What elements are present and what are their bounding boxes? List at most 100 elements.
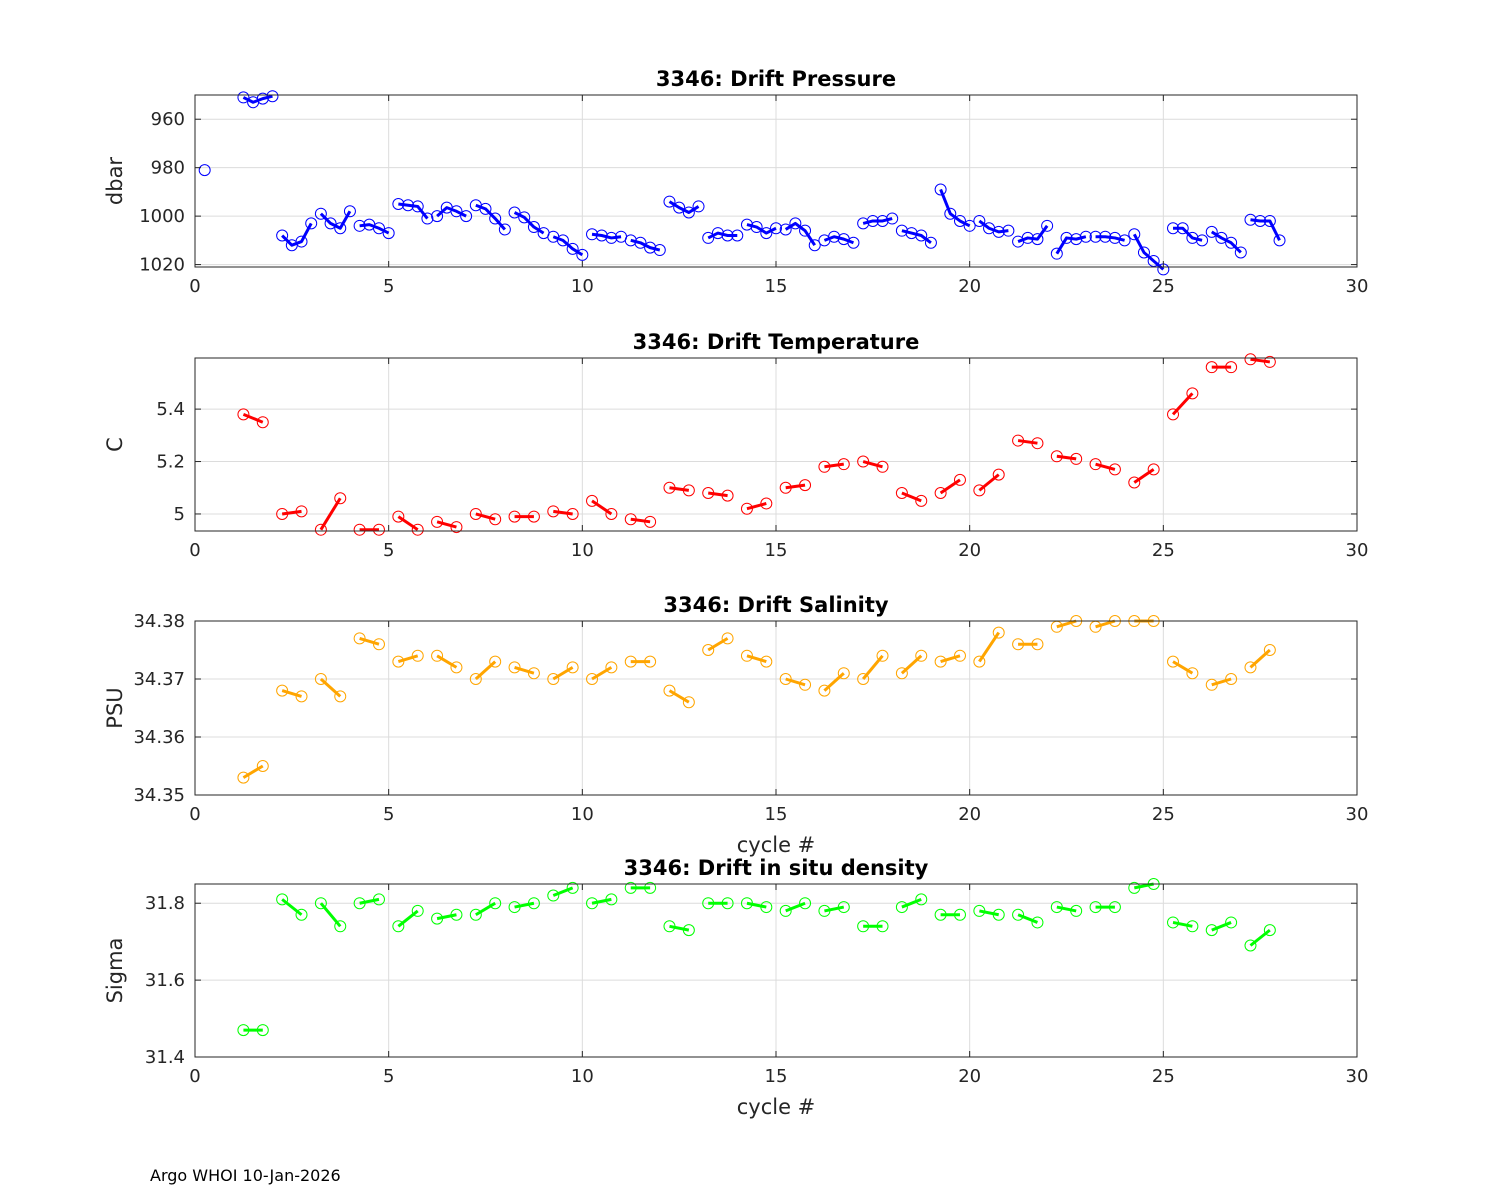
y-tick-label: 34.37 — [133, 669, 185, 690]
data-point — [1186, 920, 1199, 933]
data-point — [992, 225, 1005, 238]
data-point — [237, 408, 250, 421]
data-point — [624, 655, 637, 668]
data-point — [1089, 230, 1102, 243]
data-point — [934, 183, 947, 196]
data-point — [1031, 233, 1044, 246]
data-point — [1205, 225, 1218, 238]
data-point — [740, 218, 753, 231]
data-point — [382, 227, 395, 240]
series-line-segment — [1171, 392, 1194, 416]
data-point — [663, 195, 676, 208]
x-tick-label: 10 — [571, 804, 594, 825]
data-point — [857, 673, 870, 685]
data-point — [527, 897, 540, 910]
data-point — [237, 771, 250, 784]
data-point — [1050, 901, 1063, 914]
data-point — [469, 507, 482, 520]
y-tick-label: 960 — [151, 109, 185, 130]
data-point — [343, 205, 356, 218]
data-point — [431, 912, 444, 925]
data-point — [653, 244, 666, 257]
data-point — [760, 655, 773, 668]
data-point — [866, 214, 879, 227]
y-tick-label: 5.4 — [156, 399, 185, 420]
series-line-segment — [1055, 235, 1087, 255]
x-tick-label: 0 — [189, 276, 200, 297]
x-axis-label: cycle # — [737, 1095, 816, 1119]
x-tick-label: 15 — [765, 276, 788, 297]
x-tick-label: 15 — [765, 804, 788, 825]
series-line-segment — [1133, 468, 1155, 484]
data-point — [1244, 353, 1257, 366]
series-line-segment — [1017, 439, 1038, 445]
data-point — [682, 206, 695, 219]
data-point — [256, 1024, 269, 1037]
data-point — [1234, 246, 1247, 259]
series-line-segment — [514, 901, 535, 909]
data-point — [847, 236, 860, 249]
series-line-segment — [979, 909, 1000, 917]
data-point — [508, 661, 521, 674]
data-point — [915, 494, 928, 507]
data-point — [1186, 387, 1199, 400]
data-point — [837, 667, 850, 680]
data-point — [276, 229, 289, 242]
data-point — [837, 901, 850, 914]
data-point — [857, 217, 870, 230]
data-point — [973, 904, 986, 917]
series-line-segment — [359, 897, 380, 905]
data-point — [1012, 638, 1025, 651]
data-point — [566, 242, 579, 255]
data-point — [624, 881, 637, 894]
x-tick-label: 10 — [571, 540, 594, 561]
data-point — [586, 673, 599, 685]
data-point — [779, 904, 792, 917]
data-point — [450, 205, 463, 218]
series-line-segment — [475, 512, 496, 521]
data-point — [450, 908, 463, 921]
x-tick-label: 25 — [1152, 1066, 1175, 1087]
data-point — [857, 920, 870, 933]
data-point — [314, 523, 327, 536]
series-line-segment — [281, 898, 303, 916]
data-point — [1147, 463, 1160, 476]
data-point — [334, 222, 347, 235]
series-line-segment — [242, 764, 264, 779]
data-point — [915, 893, 928, 906]
data-point — [605, 507, 618, 520]
y-tick-label: 5.2 — [156, 452, 185, 473]
series-line-segment — [669, 924, 690, 932]
data-point — [779, 481, 792, 494]
data-point — [1273, 234, 1286, 247]
data-point — [663, 920, 676, 933]
series-line-segment — [281, 509, 302, 516]
series-line-segment — [475, 901, 496, 917]
data-point — [799, 897, 812, 910]
data-point — [973, 214, 986, 227]
data-point — [1031, 638, 1044, 651]
series-line-segment — [901, 229, 932, 244]
data-point — [489, 513, 502, 526]
series-line-segment — [591, 666, 613, 681]
series-line-segment — [978, 473, 1000, 492]
data-point — [547, 673, 560, 685]
series-line-segment — [707, 637, 729, 652]
x-tick-label: 10 — [571, 1066, 594, 1087]
data-point — [353, 219, 366, 232]
data-point — [605, 893, 618, 906]
data-point — [276, 684, 289, 697]
series-line-segment — [669, 486, 690, 492]
data-point — [721, 489, 734, 502]
data-point — [324, 217, 337, 230]
data-point — [770, 222, 782, 235]
series-line-segment — [436, 654, 458, 669]
data-point — [731, 229, 744, 242]
chart-panel-3: 0 5 10 15 20 25 30 34.35 34.36 34.37 34.38 3346: Dr… — [103, 593, 1368, 857]
data-point — [489, 897, 502, 910]
series-line-segment — [1095, 235, 1125, 242]
data-point — [353, 897, 366, 910]
data-point — [411, 649, 424, 662]
data-point — [702, 897, 715, 910]
